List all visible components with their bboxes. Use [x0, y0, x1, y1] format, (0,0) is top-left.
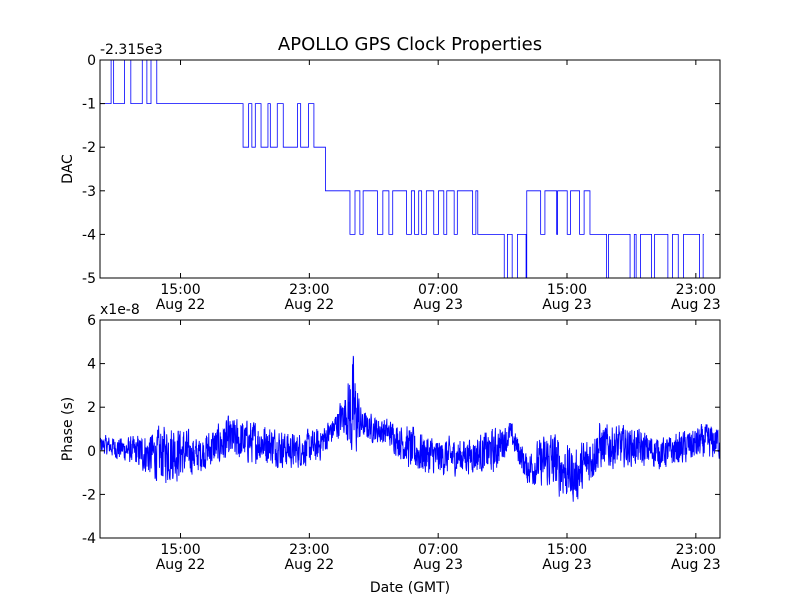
dac-series-line — [100, 60, 704, 278]
x-tick-time-label: 23:00 — [289, 282, 329, 298]
y-tick-label: -2 — [82, 140, 96, 156]
x-tick-date-label: Aug 22 — [156, 297, 206, 313]
axis-offset-text: x1e-8 — [100, 302, 140, 318]
y-axis-label: DAC — [60, 154, 76, 184]
x-tick-time-label: 07:00 — [418, 282, 458, 298]
axes-frame — [99, 59, 721, 279]
x-axis-label: Date (GMT) — [370, 580, 450, 596]
x-tick-time-label: 15:00 — [547, 282, 587, 298]
y-tick-label: 4 — [87, 357, 96, 373]
x-tick-time-label: 15:00 — [160, 542, 200, 558]
x-tick-date-label: Aug 23 — [671, 557, 721, 573]
x-tick-time-label: 23:00 — [676, 542, 716, 558]
y-tick-label: -4 — [82, 227, 96, 243]
y-tick-label: 6 — [87, 313, 96, 329]
y-tick-label: -5 — [82, 271, 96, 287]
x-tick-date-label: Aug 23 — [413, 297, 463, 313]
y-tick-label: 0 — [87, 444, 96, 460]
x-tick-time-label: 15:00 — [160, 282, 200, 298]
x-tick-date-label: Aug 23 — [413, 557, 463, 573]
x-tick-date-label: Aug 23 — [671, 297, 721, 313]
axis-offset-text: -2.315e3 — [100, 42, 163, 58]
x-tick-time-label: 23:00 — [676, 282, 716, 298]
y-tick-label: -4 — [82, 531, 96, 547]
x-tick-time-label: 23:00 — [289, 542, 329, 558]
x-tick-date-label: Aug 23 — [542, 297, 592, 313]
x-tick-date-label: Aug 23 — [542, 557, 592, 573]
x-tick-date-label: Aug 22 — [285, 557, 335, 573]
phase-series-line — [100, 355, 720, 502]
y-tick-label: 2 — [87, 400, 96, 416]
y-tick-label: 0 — [87, 53, 96, 69]
figure-title: APOLLO GPS Clock Properties — [278, 34, 542, 55]
x-tick-time-label: 07:00 — [418, 542, 458, 558]
x-tick-date-label: Aug 22 — [285, 297, 335, 313]
axes-frame — [99, 319, 721, 539]
y-tick-label: -2 — [82, 487, 96, 503]
y-tick-label: -3 — [82, 184, 96, 200]
x-tick-date-label: Aug 22 — [156, 557, 206, 573]
y-axis-label: Phase (s) — [60, 397, 76, 461]
x-tick-time-label: 15:00 — [547, 542, 587, 558]
y-tick-label: -1 — [82, 97, 96, 113]
